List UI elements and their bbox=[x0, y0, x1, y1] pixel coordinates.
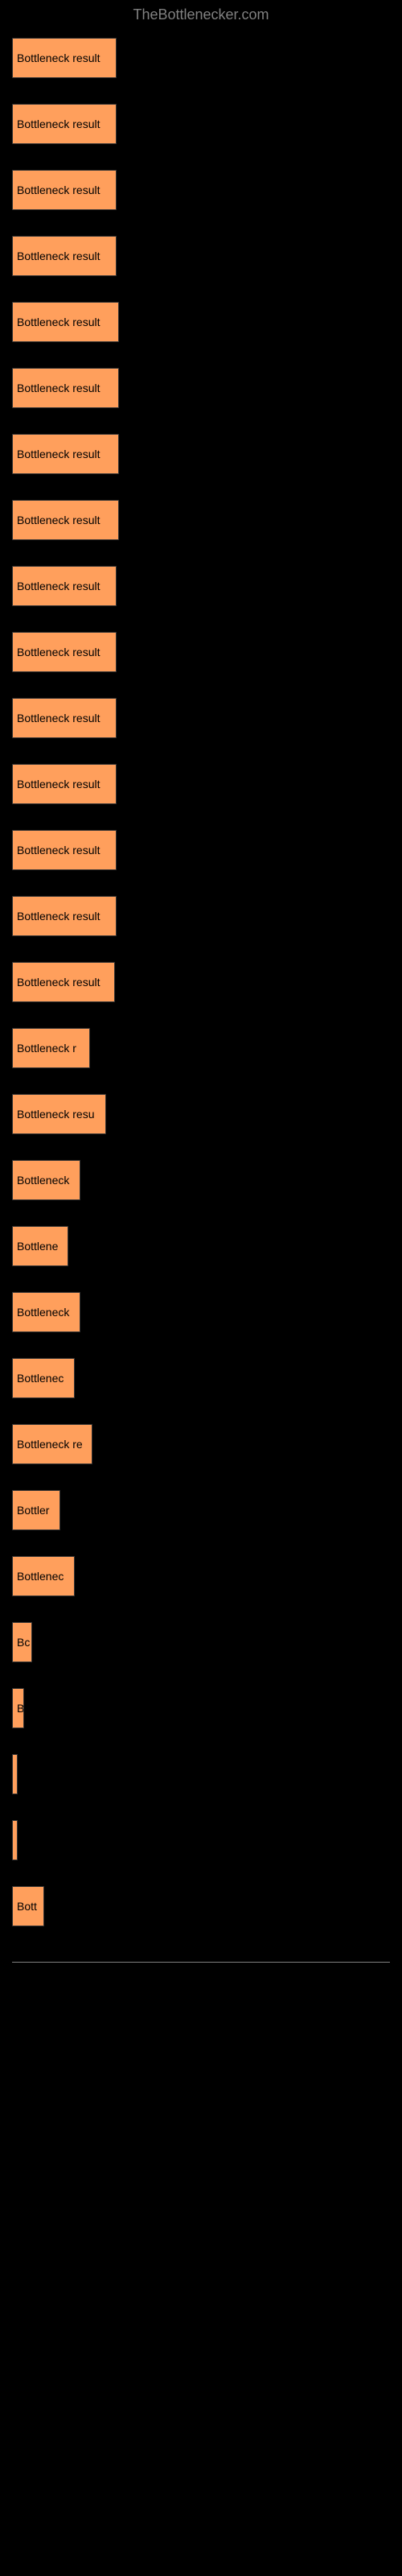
bar-row: B bbox=[12, 1688, 390, 1728]
bar-label: Bottleneck result bbox=[17, 646, 100, 658]
bar-row: Bottleneck bbox=[12, 1160, 390, 1200]
bar: Bottlenec bbox=[12, 1358, 75, 1398]
bar bbox=[12, 1754, 18, 1794]
header: TheBottlenecker.com bbox=[0, 0, 402, 30]
bar: Bottleneck result bbox=[12, 434, 119, 474]
bar: Bottleneck result bbox=[12, 368, 119, 408]
bar-row: Bottleneck result bbox=[12, 38, 390, 78]
bar: Bottleneck result bbox=[12, 896, 117, 936]
bar-row: Bottleneck result bbox=[12, 566, 390, 606]
chart-container: Bottleneck result Bottleneck result Bottle… bbox=[0, 30, 402, 1960]
bar-row: Bottleneck result bbox=[12, 632, 390, 672]
bar: Bottleneck result bbox=[12, 104, 117, 144]
bar-label: Bottleneck result bbox=[17, 316, 100, 328]
bar: Bottler bbox=[12, 1490, 60, 1530]
bar-label: Bottleneck result bbox=[17, 844, 100, 857]
bar: Bottleneck result bbox=[12, 236, 117, 276]
bar: Bottleneck r bbox=[12, 1028, 90, 1068]
bar-label: Bottleneck result bbox=[17, 910, 100, 923]
bar-label: Bottleneck result bbox=[17, 250, 100, 262]
bar: Bottleneck result bbox=[12, 566, 117, 606]
bar: Bottleneck resu bbox=[12, 1094, 106, 1134]
bar-row: Bottleneck result bbox=[12, 170, 390, 210]
bar-row: Bottleneck result bbox=[12, 434, 390, 474]
bar: Bottleneck result bbox=[12, 830, 117, 870]
bar-label: Bottlenec bbox=[17, 1570, 64, 1583]
bar-label: Bottleneck bbox=[17, 1174, 69, 1187]
bar: Bc bbox=[12, 1622, 32, 1662]
bar-label: Bottleneck result bbox=[17, 382, 100, 394]
bar-label: Bottleneck bbox=[17, 1306, 69, 1319]
bar-label: Bc bbox=[17, 1636, 30, 1649]
bar-row: Bottleneck resu bbox=[12, 1094, 390, 1134]
bar-label: Bottleneck result bbox=[17, 448, 100, 460]
bar-label: Bott bbox=[17, 1900, 37, 1913]
bar-label: Bottleneck result bbox=[17, 976, 100, 989]
bar: Bottleneck bbox=[12, 1160, 80, 1200]
bar-row: Bottleneck result bbox=[12, 368, 390, 408]
bar-row: Bc bbox=[12, 1622, 390, 1662]
bar: Bottleneck result bbox=[12, 302, 119, 342]
bar: Bottleneck result bbox=[12, 632, 117, 672]
bar: Bottleneck result bbox=[12, 962, 115, 1002]
bar-row: Bottleneck re bbox=[12, 1424, 390, 1464]
bar-label: Bottleneck result bbox=[17, 118, 100, 130]
bar: Bottleneck result bbox=[12, 764, 117, 804]
bar-label: Bottleneck result bbox=[17, 52, 100, 64]
axis-line bbox=[12, 1962, 390, 1963]
bar-row: Bottlenec bbox=[12, 1358, 390, 1398]
bar-row: Bottlene bbox=[12, 1226, 390, 1266]
bar-label: Bottleneck resu bbox=[17, 1108, 95, 1121]
bar-row: | bbox=[12, 1820, 390, 1860]
bar-row: Bott bbox=[12, 1886, 390, 1926]
bar-label: Bottleneck result bbox=[17, 184, 100, 196]
bar-row: Bottleneck result bbox=[12, 962, 390, 1002]
bar-row: Bottleneck result bbox=[12, 830, 390, 870]
bar: B bbox=[12, 1688, 24, 1728]
bar-label: Bottleneck result bbox=[17, 778, 100, 791]
bar-row: Bottleneck result bbox=[12, 236, 390, 276]
bar-row: Bottleneck result bbox=[12, 764, 390, 804]
bar-row: Bottleneck result bbox=[12, 896, 390, 936]
bar: Bottleneck re bbox=[12, 1424, 92, 1464]
bar-row: Bottleneck result bbox=[12, 104, 390, 144]
bar-label: B bbox=[17, 1702, 24, 1715]
bar-row: Bottler bbox=[12, 1490, 390, 1530]
bar: Bottleneck result bbox=[12, 38, 117, 78]
bar-label: Bottleneck re bbox=[17, 1438, 83, 1451]
bar-row: Bottlenec bbox=[12, 1556, 390, 1596]
bar-row: Bottleneck result bbox=[12, 302, 390, 342]
bar-label: Bottleneck r bbox=[17, 1042, 76, 1055]
bar: | bbox=[12, 1820, 18, 1860]
bar-row: Bottleneck result bbox=[12, 500, 390, 540]
bar-row: Bottleneck bbox=[12, 1292, 390, 1332]
bar-label: Bottleneck result bbox=[17, 712, 100, 724]
bar: Bottlenec bbox=[12, 1556, 75, 1596]
bar: Bottleneck result bbox=[12, 698, 117, 738]
bar-label: Bottleneck result bbox=[17, 580, 100, 592]
bar-row bbox=[12, 1754, 390, 1794]
site-title: TheBottlenecker.com bbox=[133, 6, 269, 23]
bar-label: Bottleneck result bbox=[17, 514, 100, 526]
bar-label: Bottler bbox=[17, 1504, 49, 1517]
bar: Bottlene bbox=[12, 1226, 68, 1266]
bar-label: | bbox=[17, 1834, 18, 1847]
bar: Bottleneck result bbox=[12, 500, 119, 540]
bar: Bottleneck bbox=[12, 1292, 80, 1332]
bar-label: Bottlene bbox=[17, 1240, 58, 1253]
bar: Bottleneck result bbox=[12, 170, 117, 210]
bar: Bott bbox=[12, 1886, 44, 1926]
bar-row: Bottleneck r bbox=[12, 1028, 390, 1068]
bar-label: Bottlenec bbox=[17, 1372, 64, 1385]
bar-row: Bottleneck result bbox=[12, 698, 390, 738]
